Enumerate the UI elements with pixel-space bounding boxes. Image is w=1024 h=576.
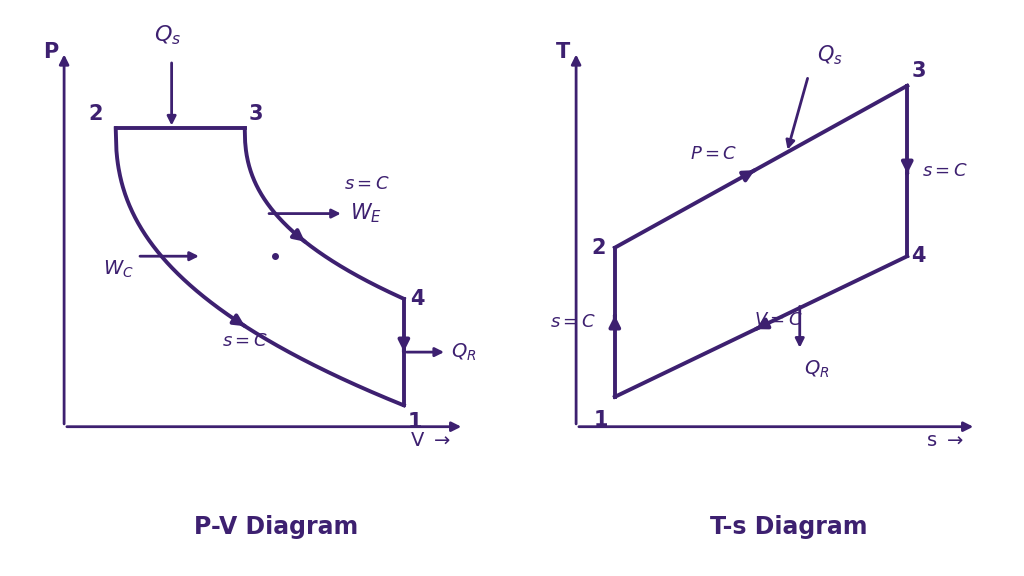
Text: $s = C$: $s = C$ <box>923 162 969 180</box>
Text: $Q_R$: $Q_R$ <box>804 359 829 380</box>
Text: $s = C$: $s = C$ <box>550 313 596 331</box>
Text: 2: 2 <box>88 104 102 124</box>
Text: $P = C$: $P = C$ <box>690 145 737 163</box>
Text: $s = C$: $s = C$ <box>344 175 390 193</box>
Text: 3: 3 <box>911 62 926 81</box>
Text: 4: 4 <box>911 246 926 266</box>
Text: $Q_R$: $Q_R$ <box>452 342 477 363</box>
Text: 1: 1 <box>409 412 423 432</box>
Text: 4: 4 <box>411 289 425 309</box>
Text: 1: 1 <box>594 410 608 430</box>
Text: $V = C$: $V = C$ <box>754 311 803 329</box>
Text: V $\rightarrow$: V $\rightarrow$ <box>411 431 452 450</box>
Text: P-V Diagram: P-V Diagram <box>195 515 358 539</box>
Text: $s = C$: $s = C$ <box>222 332 267 350</box>
Text: $W_E$: $W_E$ <box>350 202 382 225</box>
Text: 3: 3 <box>249 104 263 124</box>
Text: $Q_s$: $Q_s$ <box>817 44 843 67</box>
Text: s $\rightarrow$: s $\rightarrow$ <box>926 431 964 450</box>
Text: T-s Diagram: T-s Diagram <box>710 515 867 539</box>
Text: P: P <box>44 41 58 62</box>
Text: $W_C$: $W_C$ <box>102 259 133 279</box>
Text: $Q_s$: $Q_s$ <box>154 24 181 47</box>
Text: T: T <box>556 41 570 62</box>
Text: 2: 2 <box>592 238 606 257</box>
